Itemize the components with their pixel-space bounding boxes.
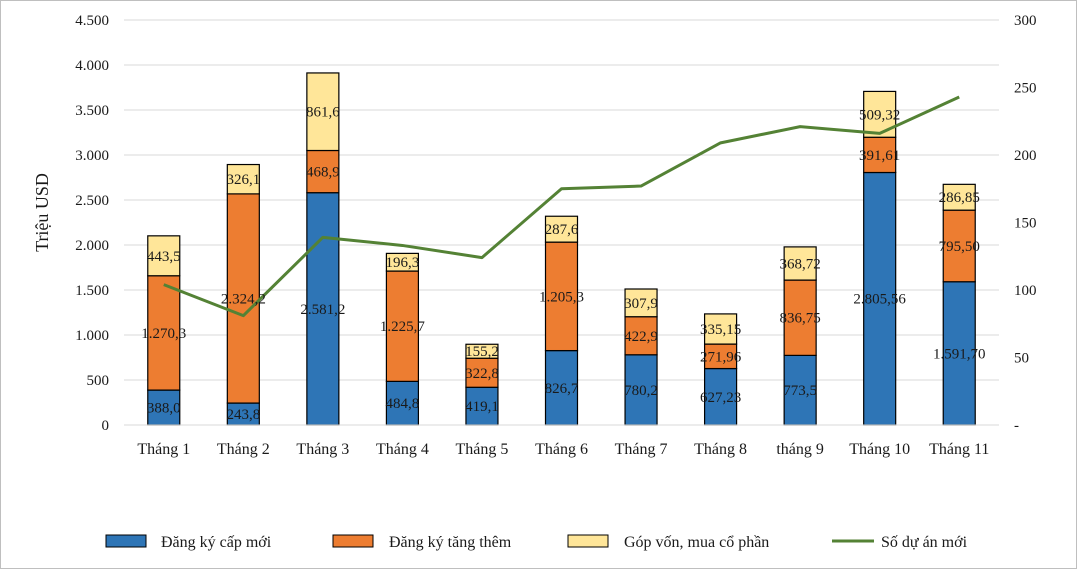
y-tick-label-right: 200	[1014, 148, 1037, 164]
data-label: 627,23	[700, 390, 741, 406]
y-tick-label-left: 0	[102, 418, 110, 434]
x-tick-label: Tháng 4	[376, 441, 429, 458]
data-label: 836,75	[780, 311, 821, 327]
y-tick-label-right: 300	[1014, 13, 1037, 29]
y-tick-label-left: 1.500	[75, 283, 109, 299]
x-tick-label: Tháng 8	[694, 441, 747, 458]
y-tick-label-left: 4.500	[75, 13, 109, 29]
y-axis-left: 0 500 1.000 1.500 2.000 2.500 3.000 3.500 4.000 4…	[75, 13, 109, 434]
data-label: 287,6	[545, 222, 579, 238]
data-label: 1.205,3	[539, 289, 584, 305]
data-label: 326,1	[226, 172, 260, 188]
data-label: 368,72	[780, 256, 821, 272]
legend-swatch-gop-von	[568, 535, 608, 547]
x-tick-label: Tháng 11	[929, 441, 989, 458]
data-label: 468,9	[306, 165, 340, 181]
legend-label-so-du-an-moi: Số dự án mới	[881, 534, 968, 551]
data-label: 391,61	[859, 148, 900, 164]
data-label: 1.270,3	[141, 326, 186, 342]
y-tick-label-right: 50	[1014, 351, 1029, 367]
data-label: 322,8	[465, 366, 499, 382]
legend-swatch-dang-ky-cap-moi	[106, 535, 146, 547]
data-label: 1.591,70	[933, 346, 986, 362]
data-label: 2.581,2	[300, 302, 345, 318]
data-label: 773,5	[783, 383, 817, 399]
y-tick-label-left: 3.000	[75, 148, 109, 164]
y-tick-label-left: 500	[87, 373, 110, 389]
bars	[148, 73, 975, 425]
data-label: 286,85	[939, 190, 980, 206]
y-tick-label-right: 100	[1014, 283, 1037, 299]
x-tick-label: Tháng 6	[535, 441, 588, 458]
y-tick-label-left: 2.500	[75, 193, 109, 209]
x-tick-label: Tháng 2	[217, 441, 270, 458]
y-axis-right: - 50 100 150 200 250 300	[1014, 13, 1037, 434]
y-tick-label-left: 2.000	[75, 238, 109, 254]
data-label: 155,2	[465, 344, 499, 360]
x-tick-label: Tháng 3	[296, 441, 349, 458]
legend-label-dang-ky-tang-them: Đăng ký tăng thêm	[389, 534, 512, 551]
data-label: 335,15	[700, 322, 741, 338]
y-tick-label-right: -	[1014, 418, 1019, 434]
data-label: 2.805,56	[853, 292, 906, 308]
data-label: 307,9	[624, 296, 658, 312]
data-label: 443,5	[147, 249, 181, 265]
legend-swatch-dang-ky-tang-them	[333, 535, 373, 547]
y-tick-label-right: 250	[1014, 81, 1037, 97]
data-label: 861,6	[306, 105, 340, 121]
y-tick-label-left: 1.000	[75, 328, 109, 344]
x-tick-label: Tháng 5	[456, 441, 509, 458]
y-tick-label-left: 3.500	[75, 103, 109, 119]
x-tick-label: Tháng 1	[137, 441, 190, 458]
x-axis-categories: Tháng 1 Tháng 2 Tháng 3 Tháng 4 Tháng 5 Tháng…	[137, 441, 989, 458]
y-tick-label-left: 4.000	[75, 58, 109, 74]
data-label: 795,50	[939, 239, 980, 255]
data-label: 780,2	[624, 383, 658, 399]
data-label: 422,9	[624, 329, 658, 345]
legend-label-gop-von: Góp vốn, mua cổ phần	[624, 534, 769, 551]
data-label: 826,7	[545, 381, 579, 397]
data-label: 509,32	[859, 107, 900, 123]
data-label: 2.324,2	[221, 291, 266, 307]
x-tick-label: Tháng 10	[849, 441, 910, 458]
y-tick-label-right: 150	[1014, 216, 1037, 232]
data-label: 388,0	[147, 401, 181, 417]
x-tick-label: Tháng 7	[615, 441, 668, 458]
data-label: 484,8	[386, 396, 420, 412]
data-label: 243,8	[226, 407, 260, 423]
x-tick-label: tháng 9	[776, 441, 824, 458]
data-label: 419,1	[465, 399, 499, 415]
data-label: 1.225,7	[380, 319, 426, 335]
data-label: 271,96	[700, 349, 742, 365]
data-label: 196,3	[386, 255, 420, 271]
legend-label-dang-ky-cap-moi: Đăng ký cấp mới	[161, 534, 272, 551]
y-axis-title: Triệu USD	[32, 173, 52, 252]
legend: Đăng ký cấp mới Đăng ký tăng thêm Góp vố…	[106, 534, 968, 551]
